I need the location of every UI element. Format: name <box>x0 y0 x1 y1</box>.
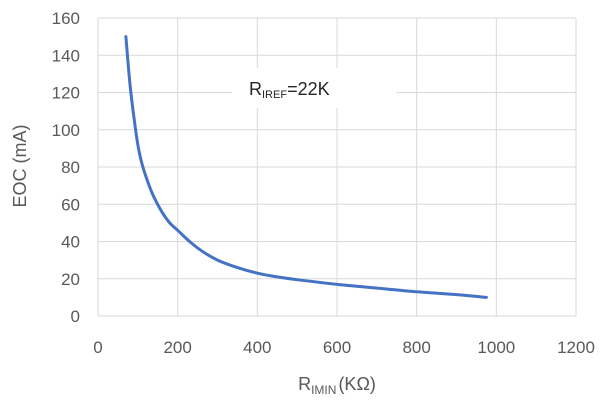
x-tick-label: 600 <box>323 338 351 357</box>
x-tick-label: 400 <box>243 338 271 357</box>
x-tick-label: 1200 <box>557 338 595 357</box>
x-tick-labels: 0 200 400 600 800 1000 1200 <box>93 338 595 357</box>
y-tick-label: 160 <box>52 9 80 28</box>
annotation-background <box>232 68 396 108</box>
gridlines <box>97 17 577 317</box>
x-tick-label: 1000 <box>477 338 515 357</box>
y-tick-label: 20 <box>61 270 80 289</box>
y-tick-label: 60 <box>61 195 80 214</box>
annotation-main: R <box>249 79 262 99</box>
annotation-rest: =22K <box>287 79 330 99</box>
y-tick-label: 0 <box>71 307 80 326</box>
annotation-label: RIREF=22K <box>249 79 330 101</box>
x-tick-label: 800 <box>402 338 430 357</box>
annotation: RIREF=22K <box>232 68 396 108</box>
y-tick-labels: 0 20 40 60 80 100 120 140 160 <box>52 9 80 326</box>
x-axis-title-main: R <box>298 374 311 394</box>
annotation-subscript: IREF <box>262 89 287 101</box>
x-axis-title-subscript: IMIN <box>311 383 336 397</box>
x-tick-label: 0 <box>93 338 102 357</box>
y-tick-label: 140 <box>52 46 80 65</box>
series-lines <box>124 35 488 299</box>
y-tick-label: 120 <box>52 84 80 103</box>
y-tick-label: 80 <box>61 158 80 177</box>
series-line <box>124 35 488 299</box>
x-axis-title-unit: (KΩ) <box>338 374 375 394</box>
x-tick-label: 200 <box>163 338 191 357</box>
x-axis-title: RIMIN (KΩ) <box>298 374 376 397</box>
y-axis-title: EOC (mA) <box>10 125 30 208</box>
y-tick-label: 100 <box>52 121 80 140</box>
y-tick-label: 40 <box>61 233 80 252</box>
